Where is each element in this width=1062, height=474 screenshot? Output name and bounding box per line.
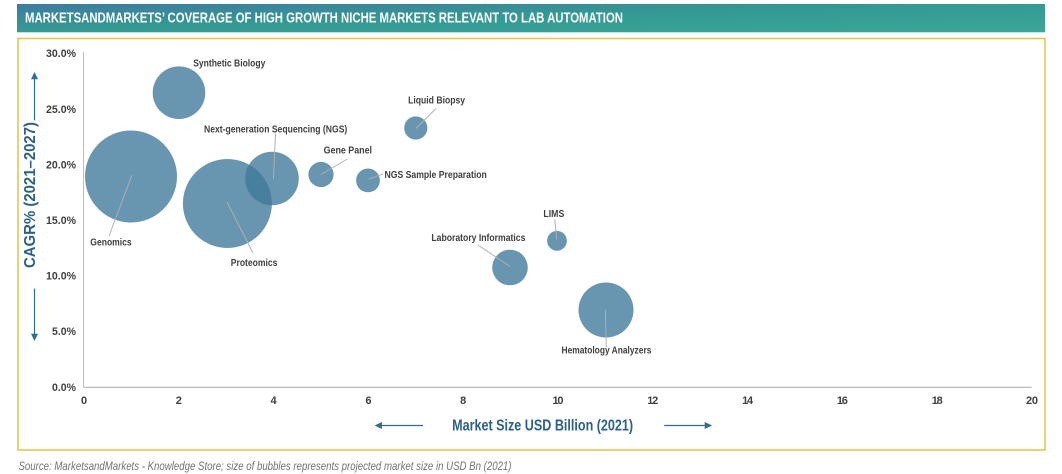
svg-text:12: 12 xyxy=(647,395,658,407)
svg-text:Gene Panel: Gene Panel xyxy=(324,144,372,156)
svg-text:Laboratory Informatics: Laboratory Informatics xyxy=(431,232,525,244)
svg-text:Market Size USD Billion (2021): Market Size USD Billion (2021) xyxy=(452,417,633,434)
svg-text:Hematology Analyzers: Hematology Analyzers xyxy=(562,345,652,357)
svg-text:25.0%: 25.0% xyxy=(46,104,76,116)
svg-text:4: 4 xyxy=(271,395,278,407)
svg-text:Next-generation Sequencing (NG: Next-generation Sequencing (NGS) xyxy=(204,124,347,136)
svg-text:20.0%: 20.0% xyxy=(46,159,76,171)
svg-text:10.0%: 10.0% xyxy=(46,271,76,283)
svg-text:2: 2 xyxy=(176,395,182,407)
svg-text:LIMS: LIMS xyxy=(543,208,564,220)
svg-text:20: 20 xyxy=(1026,395,1038,407)
svg-text:15.0%: 15.0% xyxy=(46,215,76,227)
svg-text:10: 10 xyxy=(553,395,564,407)
svg-text:0.0%: 0.0% xyxy=(52,382,76,394)
svg-text:5.0%: 5.0% xyxy=(52,326,76,338)
svg-text:18: 18 xyxy=(932,395,943,407)
svg-text:8: 8 xyxy=(460,395,466,407)
svg-text:NGS Sample Preparation: NGS Sample Preparation xyxy=(385,169,487,181)
svg-text:CAGR% (2021–2027): CAGR% (2021–2027) xyxy=(22,122,39,268)
svg-text:Genomics: Genomics xyxy=(90,237,132,249)
svg-text:16: 16 xyxy=(837,395,848,407)
svg-text:Source: MarketsandMarkets - Kn: Source: MarketsandMarkets - Knowledge St… xyxy=(19,459,512,473)
svg-text:14: 14 xyxy=(742,395,754,407)
svg-text:Liquid Biopsy: Liquid Biopsy xyxy=(408,95,465,107)
svg-text:30.0%: 30.0% xyxy=(46,48,76,60)
svg-text:Synthetic Biology: Synthetic Biology xyxy=(193,57,265,69)
svg-text:MARKETSANDMARKETS’ COVERAGE OF: MARKETSANDMARKETS’ COVERAGE OF HIGH GROW… xyxy=(25,10,623,27)
svg-text:6: 6 xyxy=(365,395,371,407)
svg-text:Proteomics: Proteomics xyxy=(231,257,278,269)
svg-text:0: 0 xyxy=(81,395,87,407)
